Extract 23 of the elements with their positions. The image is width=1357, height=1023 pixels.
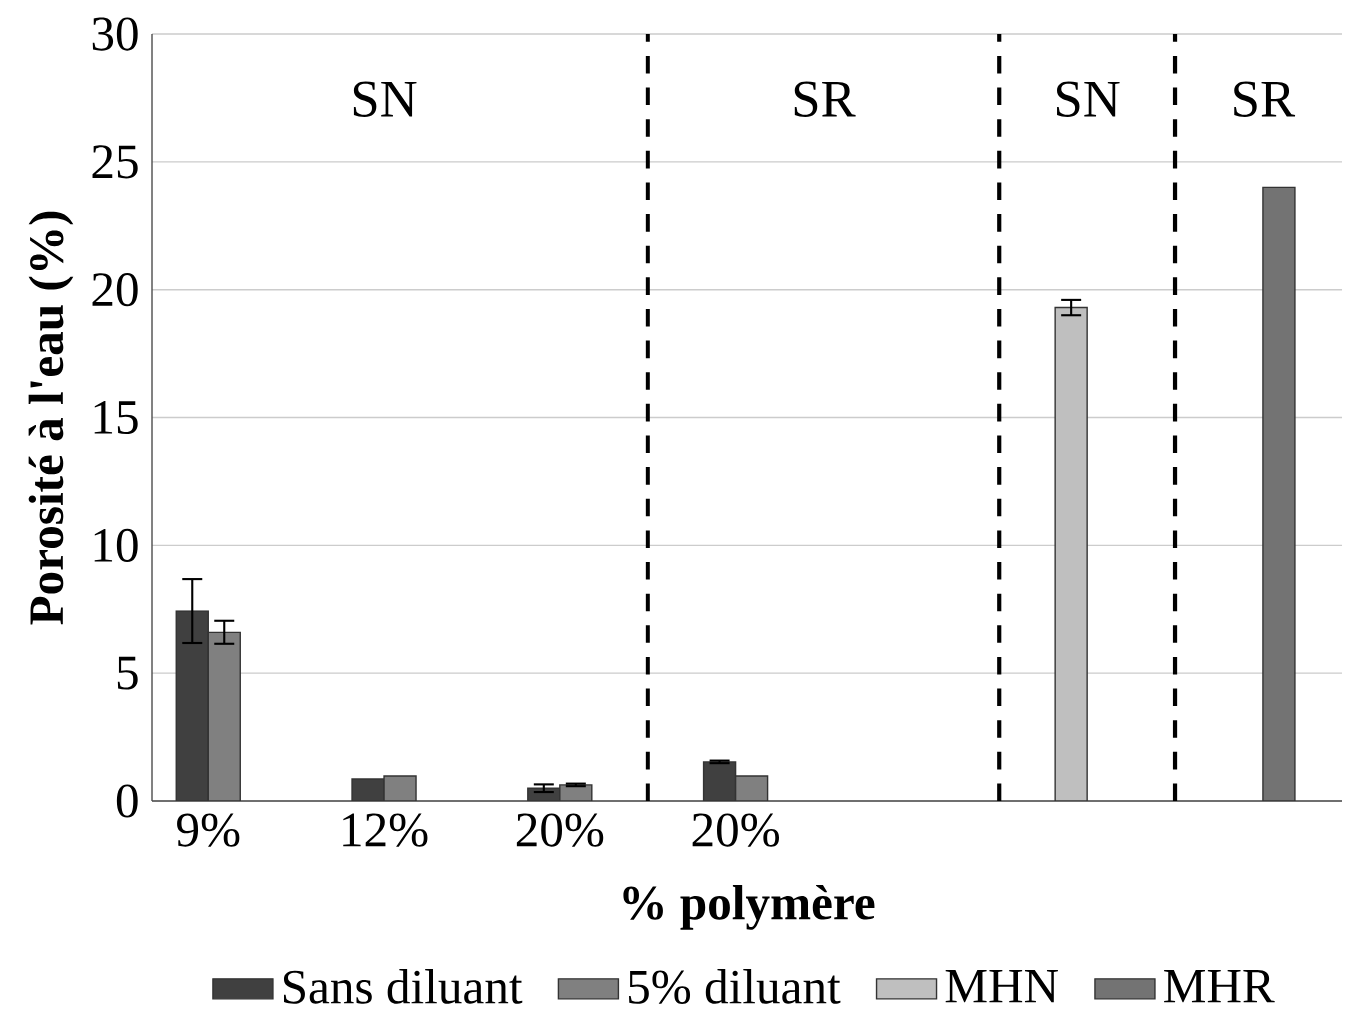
legend-label: MHR [1164, 970, 1275, 1003]
annotation: SN [353, 81, 417, 118]
y-tick-label: 15 [94, 401, 138, 435]
y-axis-title: Porosité à l'eau (%) [28, 211, 74, 625]
y-tick-label: 20 [92, 273, 138, 307]
legend-label: MHN [945, 970, 1058, 1003]
annotation: SR [1234, 81, 1296, 118]
annotation: SR [794, 81, 856, 118]
y-tick-label: 5 [117, 656, 138, 690]
legend-label: 5% diluant [629, 969, 841, 1005]
y-tick-label: 30 [92, 17, 138, 51]
bar [559, 784, 593, 802]
x-tick-label: 9% [177, 813, 240, 847]
x-axis-title: % polymère [623, 885, 875, 930]
x-tick-label: 12% [343, 813, 428, 847]
y-tick-label: 0 [116, 784, 138, 818]
annotation: SN [1056, 81, 1120, 118]
y-tick-label: 10 [94, 528, 138, 563]
x-tick-label: 20% [516, 813, 604, 847]
legend-label: Sans diluant [283, 969, 523, 1004]
x-tick-label: 20% [692, 813, 779, 847]
bar [207, 631, 241, 802]
y-tick-label: 25 [92, 145, 138, 179]
